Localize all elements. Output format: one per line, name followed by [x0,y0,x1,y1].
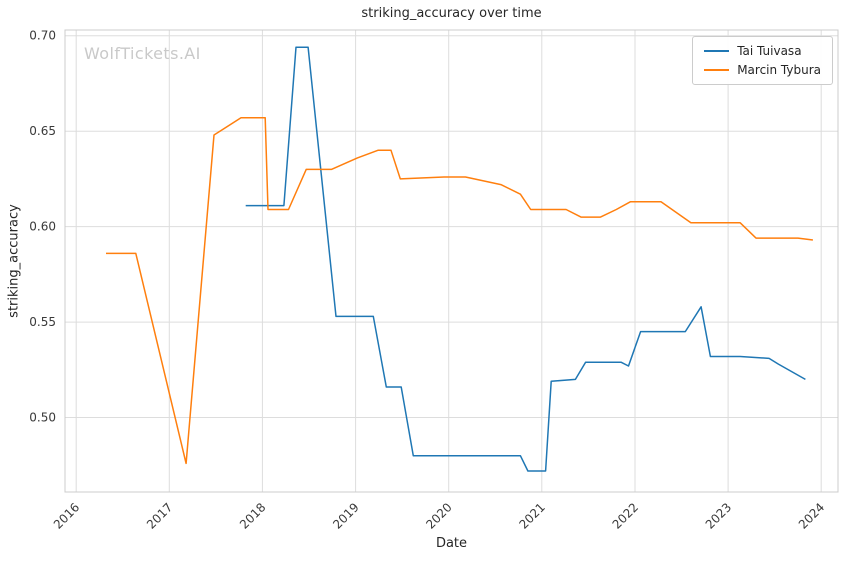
series-line-tai-tuivasa [245,46,806,472]
x-tick-label: 2023 [703,500,734,531]
y-tick-label: 0.70 [29,29,56,43]
legend-item-marcin-tybura: Marcin Tybura [704,64,821,76]
x-tick-label: 2019 [330,500,361,531]
plot-border [64,29,839,493]
chart-title: striking_accuracy over time [361,6,542,21]
legend: Tai Tuivasa Marcin Tybura [692,36,833,85]
watermark: WolfTickets.AI [84,44,201,63]
x-tick-label: 2018 [237,500,268,531]
y-tick-label: 0.60 [29,220,56,234]
x-tick-label: 2016 [51,500,82,531]
y-tick-label: 0.55 [29,315,56,329]
x-tick-label: 2020 [423,500,454,531]
legend-line-swatch-tai-tuivasa [704,50,730,52]
x-axis-label: Date [435,536,468,551]
legend-item-tai-tuivasa: Tai Tuivasa [704,45,821,57]
y-tick-label: 0.50 [29,411,56,425]
x-tick-label: 2017 [144,500,175,531]
y-tick-label: 0.65 [29,124,56,138]
x-tick-label: 2021 [516,500,547,531]
x-tick-label: 2022 [610,500,641,531]
y-axis-label: striking_accuracy [6,204,22,318]
x-tick-label: 2024 [796,500,827,531]
legend-label: Tai Tuivasa [737,44,802,58]
legend-label: Marcin Tybura [737,63,821,77]
series-line-marcin-tybura [106,117,813,465]
legend-line-swatch-marcin-tybura [704,69,730,71]
